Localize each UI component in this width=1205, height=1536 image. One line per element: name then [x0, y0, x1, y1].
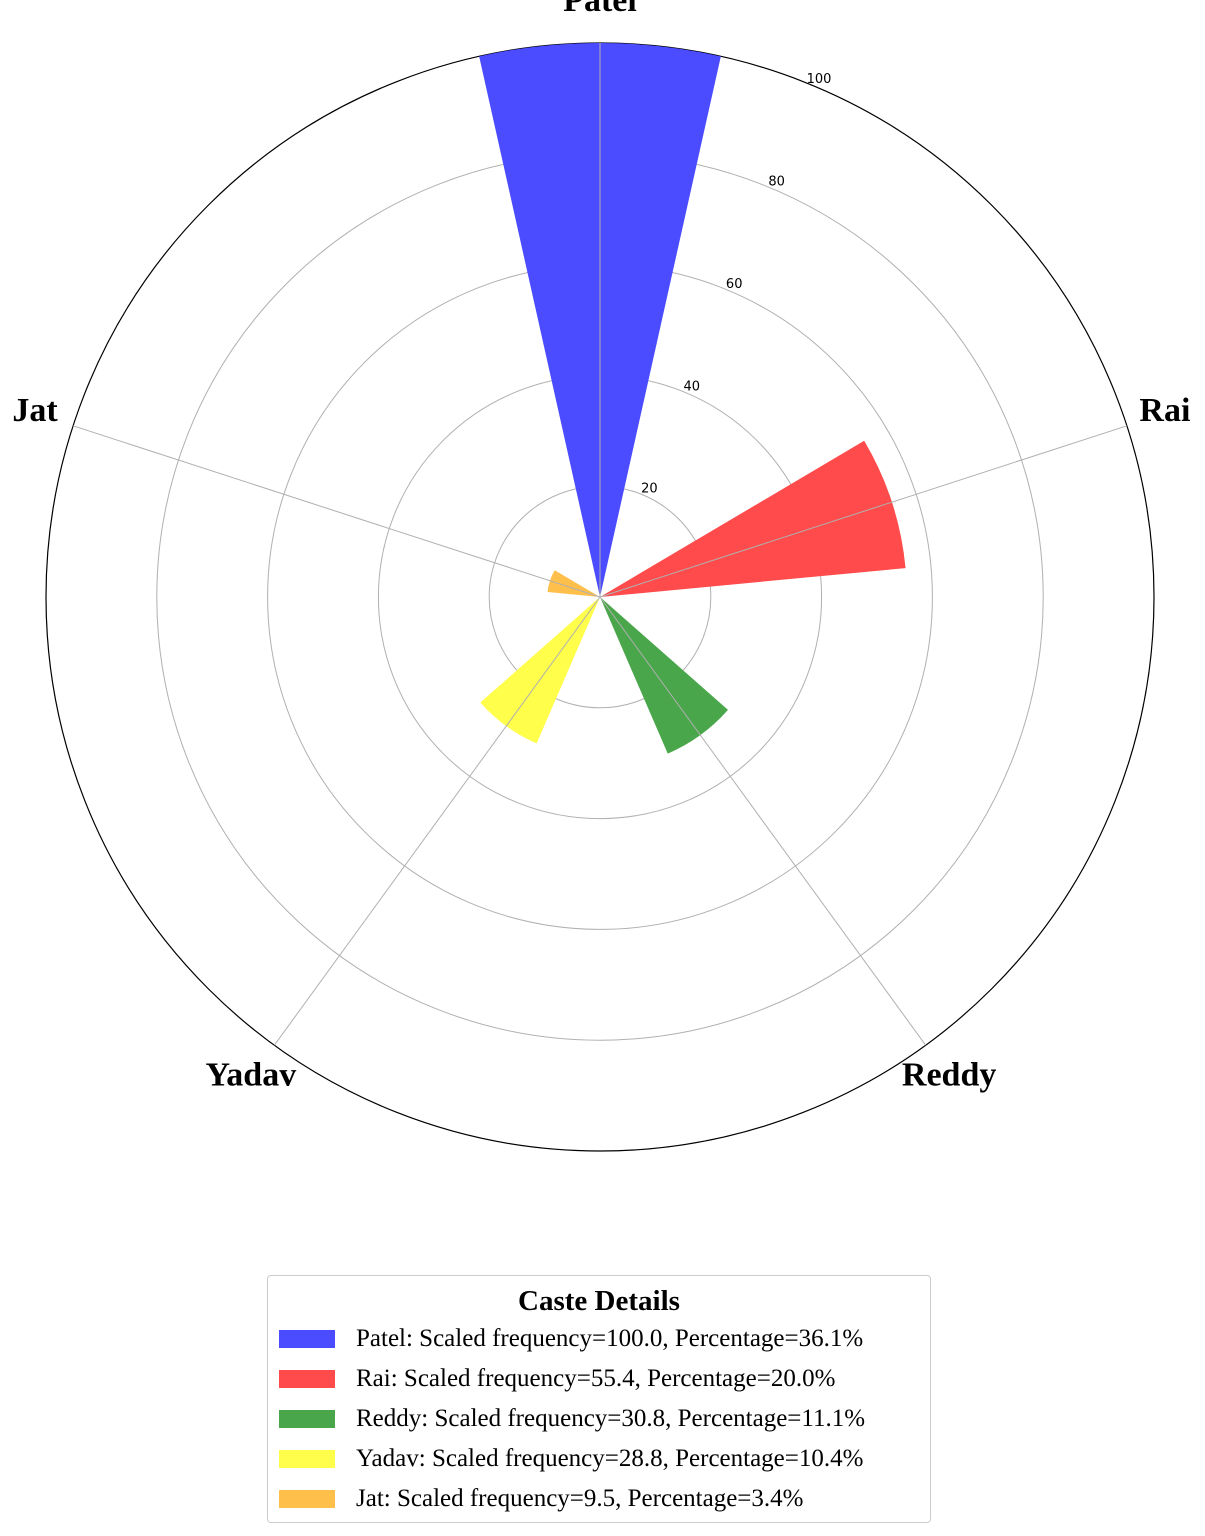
category-label-yadav: Yadav	[206, 1056, 297, 1093]
legend-swatch-rai	[279, 1370, 335, 1388]
legend-swatch-jat	[279, 1490, 335, 1508]
category-label-patel: Patel	[563, 0, 637, 19]
category-label-rai: Rai	[1139, 392, 1190, 429]
labels-layer: 20 40 60 80 100 Patel Rai Reddy Yadav Jat	[12, 0, 1190, 1093]
radial-tick-label-20: 20	[641, 482, 658, 497]
spoke-yadav	[273, 596, 601, 1046]
legend-item-patel: Patel: Scaled frequency=100.0, Percentag…	[279, 1319, 930, 1359]
legend-item-rai: Rai: Scaled frequency=55.4, Percentage=2…	[279, 1359, 930, 1399]
radial-tick-label-80: 80	[768, 175, 785, 190]
legend-label-reddy: Reddy: Scaled frequency=30.8, Percentage…	[356, 1405, 866, 1432]
spoke-jat	[72, 425, 601, 598]
category-label-reddy: Reddy	[902, 1056, 996, 1093]
bar-jat	[547, 570, 600, 597]
legend-swatch-reddy	[279, 1410, 335, 1428]
legend: Caste Details Patel: Scaled frequency=10…	[267, 1275, 931, 1523]
spoke-rai	[599, 425, 1128, 598]
legend-item-jat: Jat: Scaled frequency=9.5, Percentage=3.…	[279, 1479, 930, 1519]
legend-item-yadav: Yadav: Scaled frequency=28.8, Percentage…	[279, 1439, 930, 1479]
category-label-jat: Jat	[12, 392, 58, 429]
legend-label-patel: Patel: Scaled frequency=100.0, Percentag…	[356, 1325, 864, 1352]
legend-item-reddy: Reddy: Scaled frequency=30.8, Percentage…	[279, 1399, 930, 1439]
polar-chart: 20 40 60 80 100 Patel Rai Reddy Yadav Jat	[12, 0, 1190, 1152]
legend-swatch-yadav	[279, 1450, 335, 1468]
bar-yadav	[480, 597, 600, 744]
spoke-reddy	[599, 596, 927, 1046]
legend-swatch-patel	[279, 1330, 335, 1348]
bar-reddy	[600, 597, 728, 754]
bar-rai	[600, 440, 906, 597]
radial-tick-label-100: 100	[807, 72, 832, 87]
legend-label-jat: Jat: Scaled frequency=9.5, Percentage=3.…	[356, 1485, 804, 1512]
legend-title: Caste Details	[518, 1285, 680, 1317]
radial-tick-label-40: 40	[684, 379, 701, 394]
radial-tick-label-60: 60	[726, 277, 743, 292]
bars-layer	[479, 42, 906, 754]
legend-label-rai: Rai: Scaled frequency=55.4, Percentage=2…	[356, 1365, 836, 1392]
spokes-layer	[72, 43, 1128, 1046]
legend-label-yadav: Yadav: Scaled frequency=28.8, Percentage…	[356, 1445, 864, 1472]
